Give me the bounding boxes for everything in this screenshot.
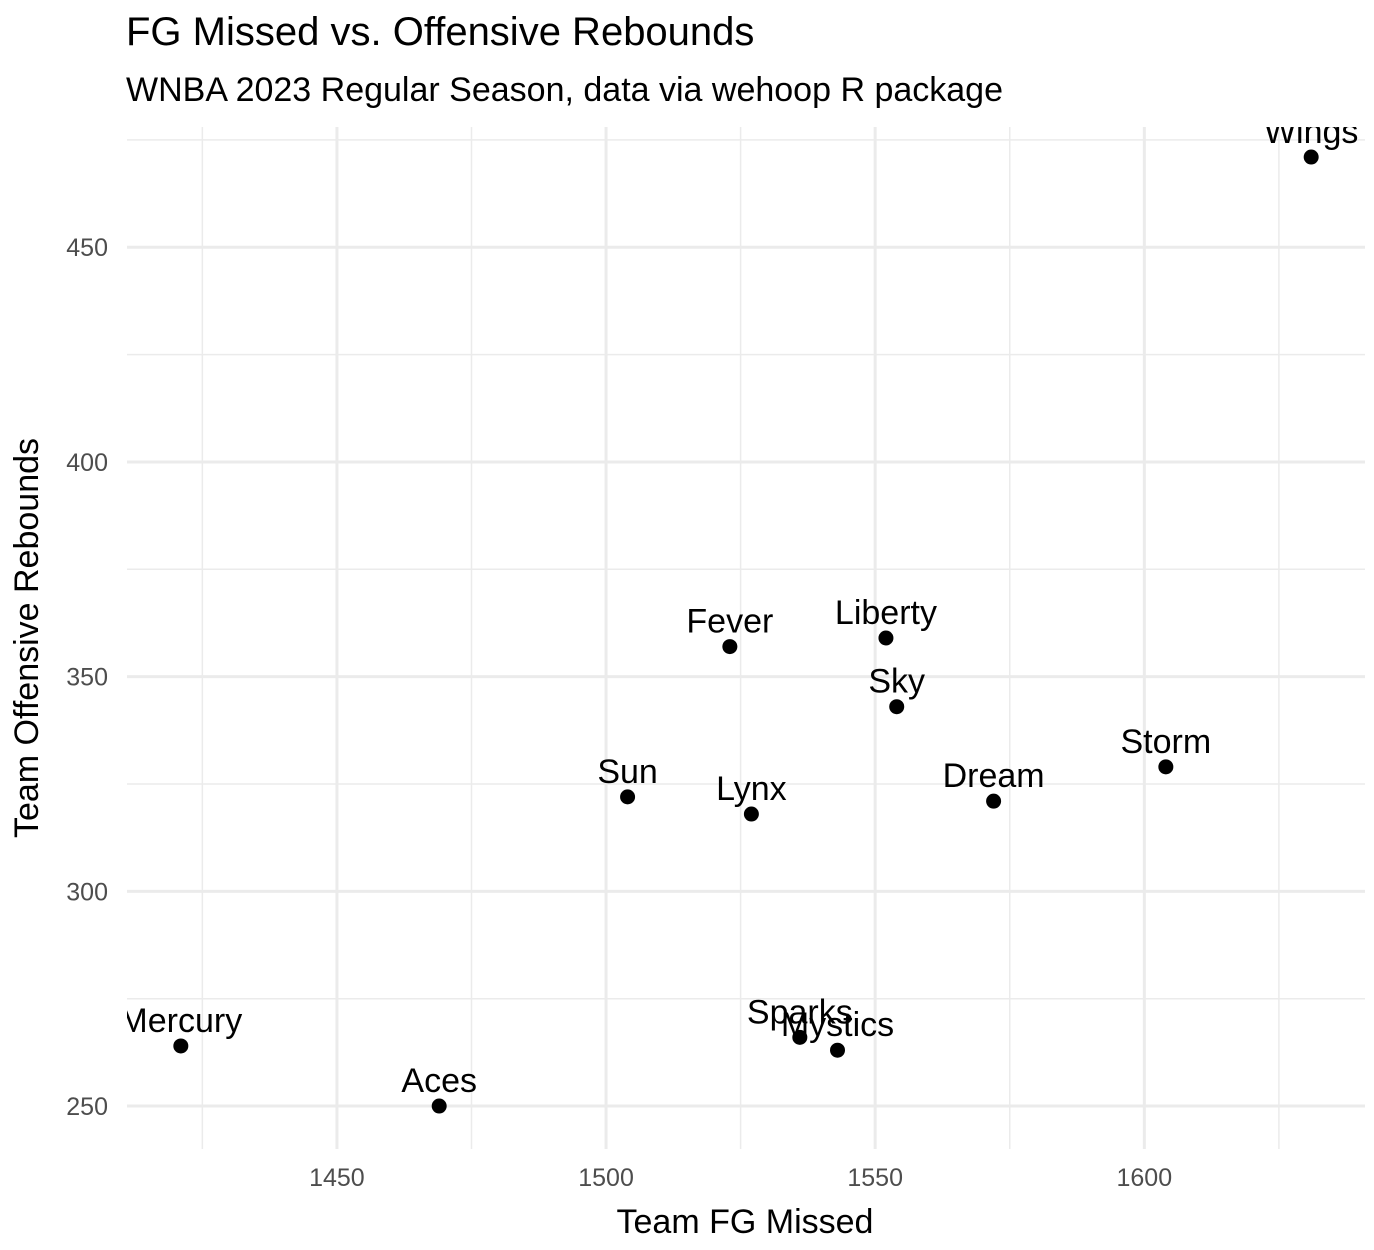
- point-label: Dream: [943, 757, 1045, 795]
- data-point: [173, 1038, 189, 1054]
- y-tick-label: 350: [66, 664, 108, 692]
- data-point: [620, 789, 636, 805]
- y-axis-title: Team Offensive Rebounds: [8, 438, 46, 838]
- point-label: Mystics: [781, 1006, 894, 1044]
- chart-subtitle: WNBA 2023 Regular Season, data via wehoo…: [126, 71, 1003, 109]
- data-points: [173, 149, 1319, 1114]
- point-label: Lynx: [716, 770, 787, 808]
- data-point: [889, 699, 905, 715]
- grid-lines: [127, 127, 1365, 1149]
- data-point: [1158, 759, 1174, 775]
- data-point: [722, 639, 738, 655]
- y-tick-label: 250: [66, 1093, 108, 1121]
- data-point: [986, 793, 1002, 809]
- x-axis-ticks: 1450 1500 1550 1600: [309, 1164, 1172, 1192]
- y-tick-label: 300: [66, 878, 108, 906]
- x-tick-label: 1600: [1117, 1164, 1173, 1192]
- y-axis-ticks: 250 300 350 400 450: [66, 234, 108, 1121]
- x-axis-title: Team FG Missed: [617, 1203, 874, 1241]
- point-label: Sun: [597, 753, 658, 791]
- data-point: [830, 1042, 846, 1058]
- chart-title: FG Missed vs. Offensive Rebounds: [126, 10, 754, 54]
- point-labels: Wings Liberty Fever Sky Storm Sun Dream Lynx Spa…: [119, 113, 1358, 1100]
- data-point: [878, 630, 894, 646]
- point-label: Mercury: [119, 1002, 242, 1040]
- point-label: Sky: [868, 663, 925, 701]
- point-label: Sparks: [747, 993, 853, 1031]
- x-tick-label: 1550: [847, 1164, 903, 1192]
- point-label: Fever: [686, 603, 773, 641]
- data-point: [1303, 149, 1319, 165]
- y-tick-label: 400: [66, 449, 108, 477]
- data-point: [431, 1098, 447, 1114]
- point-label: Wings: [1264, 113, 1358, 151]
- x-tick-label: 1450: [309, 1164, 365, 1192]
- point-label: Liberty: [835, 594, 937, 632]
- data-point: [743, 806, 759, 822]
- point-label: Aces: [401, 1062, 477, 1100]
- data-point: [792, 1029, 808, 1045]
- y-tick-label: 450: [66, 234, 108, 262]
- x-tick-label: 1500: [578, 1164, 634, 1192]
- point-label: Storm: [1120, 723, 1211, 761]
